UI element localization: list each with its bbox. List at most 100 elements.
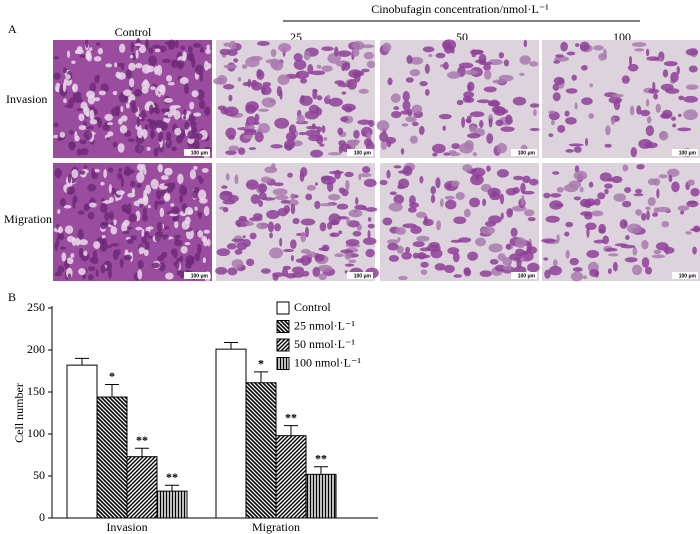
cell <box>141 64 151 74</box>
cell <box>341 103 356 112</box>
cell <box>189 169 197 180</box>
cell <box>556 186 564 193</box>
cell <box>60 246 67 250</box>
scale-bar-bg <box>347 272 373 279</box>
cell <box>321 125 326 134</box>
cell <box>89 82 97 93</box>
cell <box>406 55 413 64</box>
cell <box>639 109 651 117</box>
cell <box>607 268 612 275</box>
cell <box>550 119 555 126</box>
cell <box>290 193 295 201</box>
cell <box>405 77 414 83</box>
cell <box>495 119 504 127</box>
cell <box>135 49 139 59</box>
cell <box>310 149 324 158</box>
cell <box>76 148 83 156</box>
cell <box>189 52 194 63</box>
cell <box>99 203 108 213</box>
cell <box>563 184 579 193</box>
cell <box>198 189 207 201</box>
cell <box>160 175 169 181</box>
cell <box>505 114 513 125</box>
cell <box>461 116 466 128</box>
cell <box>250 194 261 205</box>
cell <box>197 230 204 238</box>
cell <box>217 74 228 85</box>
cell <box>296 114 305 124</box>
cell <box>690 187 700 197</box>
cell <box>276 85 282 97</box>
cell <box>250 79 258 88</box>
cell <box>419 176 424 184</box>
cell <box>227 267 238 276</box>
cell <box>151 44 161 49</box>
cell <box>627 63 639 72</box>
cell <box>80 147 89 156</box>
bar <box>305 473 337 519</box>
cell <box>464 69 479 76</box>
cell <box>631 42 647 47</box>
cell <box>552 92 561 102</box>
cell <box>386 140 392 148</box>
cell <box>167 81 175 86</box>
cell <box>409 135 418 144</box>
cell <box>326 94 331 100</box>
cell <box>498 74 514 82</box>
cell <box>131 105 139 113</box>
cell <box>122 230 130 235</box>
cell <box>95 269 99 277</box>
cell <box>366 60 376 69</box>
cell <box>347 220 360 228</box>
cell <box>150 86 156 91</box>
cell <box>553 76 565 85</box>
error-bar <box>135 447 149 457</box>
cell <box>78 239 88 246</box>
panel-label: B <box>8 290 16 304</box>
cell <box>99 221 108 230</box>
cell <box>386 169 391 179</box>
cell <box>222 83 235 90</box>
cell <box>548 265 562 276</box>
cell <box>204 60 209 71</box>
cell <box>573 196 582 201</box>
cell <box>66 257 74 265</box>
cell <box>598 53 607 61</box>
cell <box>612 261 618 272</box>
cell <box>456 99 464 106</box>
cell <box>273 182 284 187</box>
cell <box>237 147 246 155</box>
cell <box>147 205 151 209</box>
cell <box>203 229 210 234</box>
cell <box>216 248 231 257</box>
cell <box>126 226 133 230</box>
cell <box>613 193 627 202</box>
cell <box>379 179 388 186</box>
cell <box>67 174 72 184</box>
cell <box>279 237 283 247</box>
cell <box>593 239 606 244</box>
y-tick-label: 50 <box>33 468 45 482</box>
cell <box>624 257 638 263</box>
cell <box>171 182 176 190</box>
cell <box>94 75 100 83</box>
cell <box>116 190 125 195</box>
cell <box>269 247 284 259</box>
bar-chart: B Cell number 050100150200250Invasion***… <box>8 290 378 534</box>
cell <box>193 186 200 194</box>
cell <box>529 61 539 67</box>
cell <box>509 253 522 261</box>
cell <box>127 238 134 245</box>
cell <box>180 246 188 254</box>
cell <box>653 178 661 186</box>
cell <box>145 184 152 195</box>
legend-label: Control <box>294 300 331 314</box>
cell <box>475 176 480 181</box>
cell <box>677 127 692 132</box>
cell <box>306 184 316 191</box>
cell <box>586 227 590 238</box>
cell <box>258 108 270 112</box>
cell <box>677 205 690 211</box>
cell <box>118 43 126 53</box>
cell <box>225 150 237 156</box>
